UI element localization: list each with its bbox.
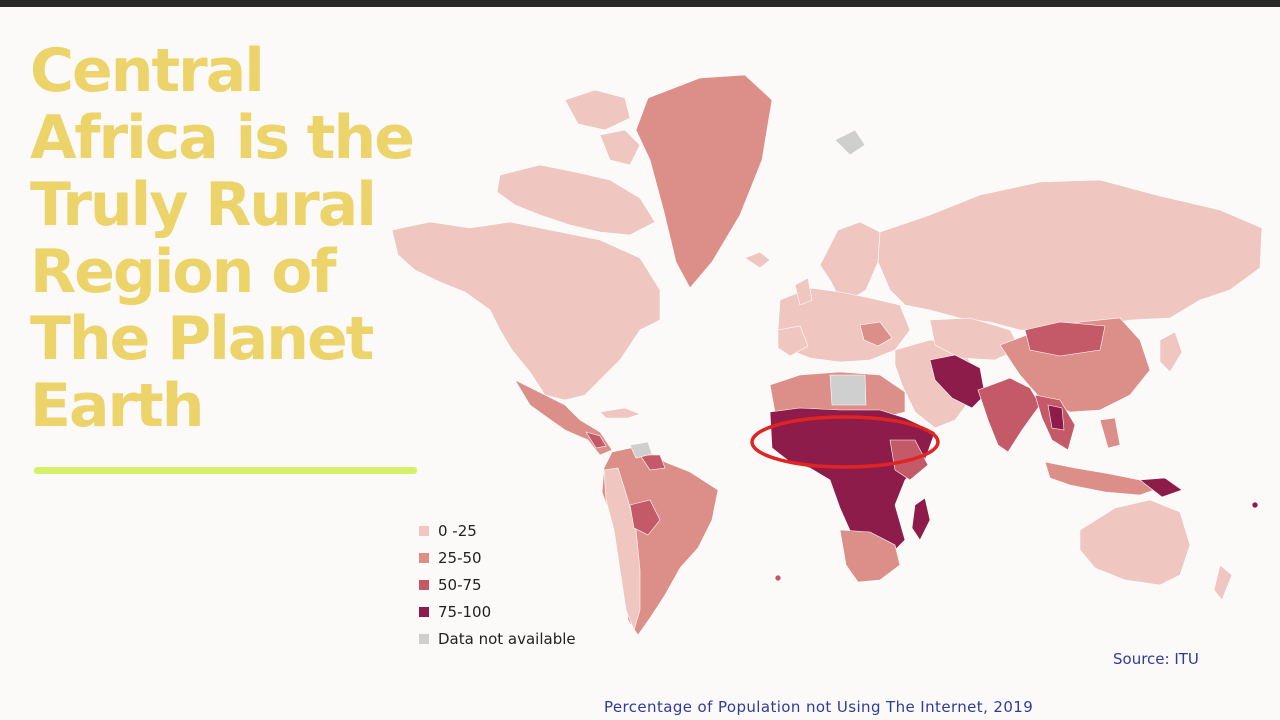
libya-nodata-shape (829, 374, 867, 406)
madagascar-shape (911, 497, 931, 541)
arctic-islands-shape (564, 89, 631, 131)
legend-swatch (419, 633, 429, 644)
legend-label: 25-50 (438, 548, 482, 567)
pacific-island-dot (774, 574, 782, 582)
myanmar-dark-shape (1047, 404, 1065, 431)
central-africa-highlight-ellipse (750, 415, 940, 469)
guyana-nodata-shape (629, 441, 653, 459)
iberia-shape (777, 325, 809, 357)
legend-swatch (419, 579, 429, 590)
mongolia-shape (1024, 321, 1106, 357)
headline-line: Africa is the (30, 103, 415, 173)
uk-shape (794, 277, 813, 306)
india-shape (977, 377, 1041, 453)
legend-item: 0 -25 (419, 517, 576, 544)
indonesia-shape (1044, 461, 1161, 496)
philippines-shape (1099, 417, 1121, 449)
headline-line: Central (30, 36, 265, 106)
headline-line: Earth (30, 371, 204, 441)
japan-shape (1159, 331, 1183, 373)
legend-label: 75-100 (438, 602, 492, 621)
iceland-shape (744, 251, 771, 269)
pacific-island-dot (1251, 501, 1259, 509)
legend-item: Data not available (419, 625, 576, 652)
bolivia-shape (629, 499, 661, 536)
legend-swatch (419, 552, 429, 563)
australia-shape (1079, 499, 1191, 586)
map-caption: Percentage of Population not Using The I… (604, 698, 1034, 716)
baffin-island-shape (599, 129, 641, 166)
legend-item: 25-50 (419, 544, 576, 571)
legend-item: 50-75 (419, 571, 576, 598)
southern-africa-shape (839, 529, 901, 583)
balkans-shape (859, 321, 893, 347)
headline-line: Truly Rural (30, 170, 377, 240)
mexico-shape (514, 379, 613, 456)
central-america-dark (585, 431, 607, 449)
pakistan-afghanistan-shape (929, 354, 986, 409)
legend-label: 50-75 (438, 575, 482, 594)
russia-shape (877, 179, 1263, 331)
greenland-shape (635, 74, 773, 289)
venezuela-shape (639, 454, 666, 471)
headline-line: Region of (30, 237, 337, 307)
scandinavia-shape (819, 221, 881, 301)
caribbean-shape (599, 407, 641, 419)
north-america-shape (391, 221, 661, 401)
headline: Central Africa is the Truly Rural Region… (30, 38, 450, 440)
papua-shape (1139, 477, 1183, 498)
svalbard-nodata (834, 129, 866, 156)
south-america-west-light (603, 467, 641, 631)
headline-line: The Planet (30, 304, 374, 374)
legend-swatch (419, 525, 429, 536)
legend-swatch (419, 606, 429, 617)
headline-underline (34, 467, 417, 474)
legend: 0 -25 25-50 50-75 75-100 Data not availa… (419, 517, 576, 652)
legend-label: Data not available (438, 629, 576, 648)
source-label: Source: ITU (1113, 650, 1199, 668)
new-zealand-shape (1213, 564, 1233, 601)
legend-label: 0 -25 (438, 521, 477, 540)
video-top-bar (0, 0, 1280, 7)
legend-item: 75-100 (419, 598, 576, 625)
canadian-arctic-islands-shape (496, 164, 656, 236)
